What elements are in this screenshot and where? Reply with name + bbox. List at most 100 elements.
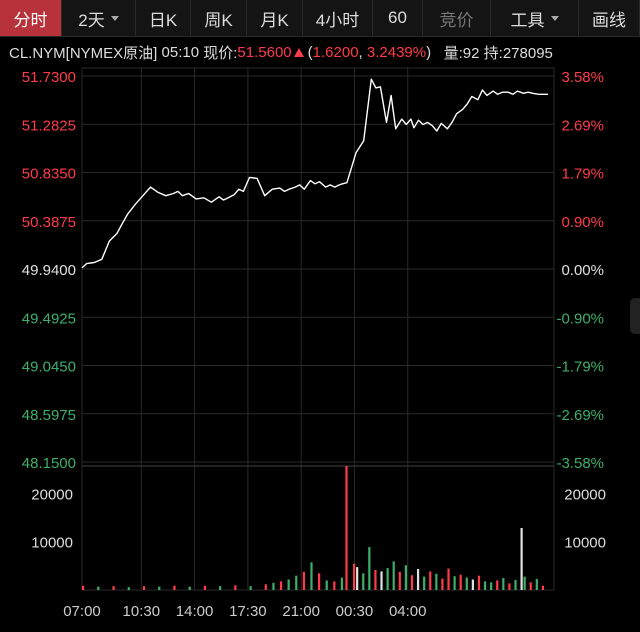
volume-bar [435,573,438,590]
current-price: 51.5600 [237,43,292,61]
y-tick-right: 1.79% [561,166,604,183]
volume-bar [310,562,313,590]
quote-bar: CL.NYM[NYMEX原油] 05:10 现价: 51.5600 ( 1.62… [0,38,640,66]
tab-7: 竞价 [423,0,491,36]
volume-bar [158,586,161,590]
price-line [81,78,548,269]
volume-bar [318,573,321,590]
y-tick-right: -1.79% [556,359,604,376]
tab-label: 日K [148,10,178,30]
volume-bar [82,585,85,590]
volume-bar [287,579,290,590]
change-separator: , [358,43,363,61]
tab-6[interactable]: 60 [373,0,423,36]
volume-bar [353,563,356,590]
y-tick-right: 0.00% [561,262,604,279]
volume-bar [423,576,426,590]
volume-bar [416,569,420,590]
price-label: 现价: [203,44,238,62]
volume-bar [404,565,407,590]
volume-bar [188,586,191,590]
y-tick-left: 48.1500 [22,455,76,472]
tab-label: 月K [260,10,289,30]
volume-bar [520,528,523,590]
tab-label: 画线 [592,10,626,30]
y-tick-right: -0.90% [556,310,604,327]
x-tick-label: 10:30 [123,603,161,620]
volume-bar [368,547,371,590]
volume-bar [272,582,275,590]
volume: 量:92 [443,44,480,62]
volume-bar [127,587,130,590]
volume-tick-left: 20000 [31,487,73,504]
volume-bar [447,568,450,590]
volume-bar [219,586,222,590]
plot-frame [81,67,555,591]
volume-bar [471,579,474,590]
tab-1[interactable]: 2天 [62,0,136,36]
volume-bar [523,576,526,590]
volume-bar [502,578,505,590]
volume-bar [356,567,359,590]
volume-bar [496,580,499,590]
open-interest: 持:278095 [483,44,553,62]
volume-bar [340,577,344,590]
volume-bar [380,571,383,590]
volume-bar [514,579,517,590]
open-paren: ( [307,43,313,61]
volume-bar [112,586,115,590]
tab-5[interactable]: 4小时 [303,0,373,36]
tab-label: 60 [388,8,407,27]
volume-tick-right: 20000 [564,487,606,504]
tab-label: 4小时 [315,10,360,30]
volume-bar [203,585,207,590]
y-tick-left: 49.9400 [22,262,76,279]
volume-bar [333,581,336,590]
tab-2[interactable]: 日K [136,0,191,36]
chevron-down-icon [550,15,559,21]
volume-bar [508,583,511,590]
volume-bar [374,569,377,590]
volume-bar [295,575,298,590]
tab-3[interactable]: 周K [191,0,247,36]
tab-label: 2天 [78,10,105,30]
tab-label: 工具 [510,10,545,30]
y-tick-right: 3.58% [561,69,604,86]
y-tick-right: 0.90% [561,214,604,231]
volume-bar [97,586,100,590]
volume-bar [441,578,444,590]
tab-8[interactable]: 工具 [491,0,579,36]
arrow-up-icon [293,47,304,57]
volume-bar [453,576,456,590]
tab-label: 分时 [13,10,48,30]
tab-4[interactable]: 月K [247,0,303,36]
price-change: 1.6200 [312,43,359,61]
period-toolbar: 分时 2天 日K 周K 月K 4小时 60 竞价 工具 画线 [0,0,640,37]
tab-0[interactable]: 分时 [0,0,62,36]
y-tick-left: 51.7300 [22,69,76,86]
price-change-pct: 3.2439% [366,43,427,61]
quote-time: 05:10 [161,43,200,61]
volume-bar [249,586,252,590]
y-tick-right: 2.69% [561,117,604,134]
chevron-down-icon [110,15,119,21]
side-drawer-handle[interactable] [630,298,640,334]
y-tick-right: -2.69% [556,407,604,424]
x-tick-label: 14:00 [176,603,214,620]
tab-label: 竞价 [439,10,474,30]
volume-bar [234,585,237,590]
y-tick-left: 48.5975 [22,407,76,424]
volume-bar [142,586,146,590]
volume-bar [465,577,468,590]
volume-bar [302,571,305,590]
symbol: CL.NYM[NYMEX原油] [9,44,158,62]
volume-tick-right: 10000 [564,534,606,551]
x-tick-label: 17:30 [229,603,267,620]
volume-bar [345,466,348,590]
volume-bar [398,571,401,590]
volume-bar [541,585,545,590]
x-tick-label: 04:00 [389,603,427,620]
volume-bar [410,575,414,590]
volume-bar [490,582,493,590]
